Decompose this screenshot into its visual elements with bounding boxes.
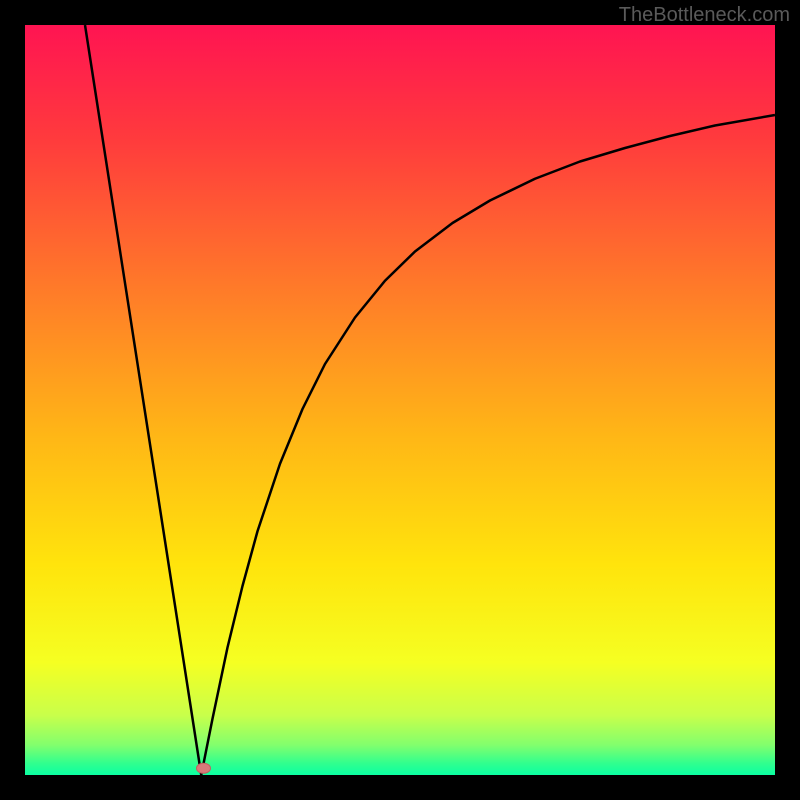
bottleneck-chart — [0, 0, 800, 800]
chart-container: TheBottleneck.com — [0, 0, 800, 800]
optimal-point-marker — [197, 763, 211, 773]
watermark-text: TheBottleneck.com — [619, 4, 790, 27]
